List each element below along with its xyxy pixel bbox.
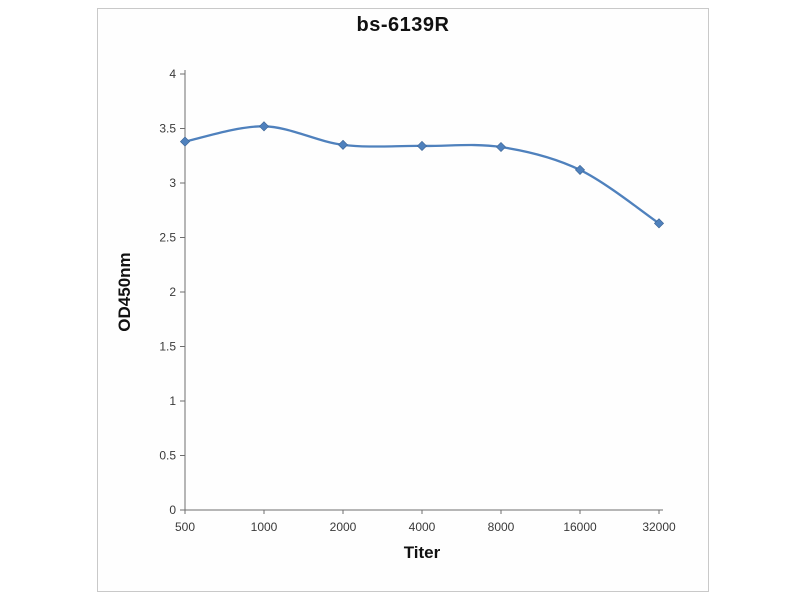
x-tick-label: 16000 bbox=[563, 520, 597, 534]
data-point-marker bbox=[337, 139, 349, 150]
y-tick-label: 3 bbox=[169, 176, 176, 190]
data-point-marker bbox=[416, 140, 428, 151]
y-tick-label: 4 bbox=[169, 67, 176, 81]
y-tick-label: 0.5 bbox=[159, 449, 176, 463]
x-tick-label: 4000 bbox=[409, 520, 436, 534]
y-tick-label: 0 bbox=[169, 503, 176, 517]
x-tick-label: 1000 bbox=[251, 520, 278, 534]
y-tick-label: 1 bbox=[169, 394, 176, 408]
x-tick-label: 2000 bbox=[330, 520, 357, 534]
series-line bbox=[183, 125, 661, 225]
y-tick-label: 2.5 bbox=[159, 231, 176, 245]
data-point-marker bbox=[258, 121, 270, 132]
y-tick-label: 3.5 bbox=[159, 122, 176, 136]
data-point-marker bbox=[179, 136, 191, 147]
chart-title: bs-6139R bbox=[356, 14, 450, 36]
x-tick-label: 8000 bbox=[488, 520, 515, 534]
data-point-marker bbox=[653, 218, 665, 229]
y-tick-label: 2 bbox=[169, 285, 176, 299]
y-tick-label: 1.5 bbox=[159, 340, 176, 354]
x-tick-label: 500 bbox=[175, 520, 195, 534]
image-border-frame bbox=[97, 8, 709, 592]
x-tick-label: 32000 bbox=[642, 520, 676, 534]
x-axis-title: Titer bbox=[403, 543, 441, 562]
data-point-marker bbox=[495, 142, 507, 153]
data-point-marker bbox=[574, 164, 586, 175]
